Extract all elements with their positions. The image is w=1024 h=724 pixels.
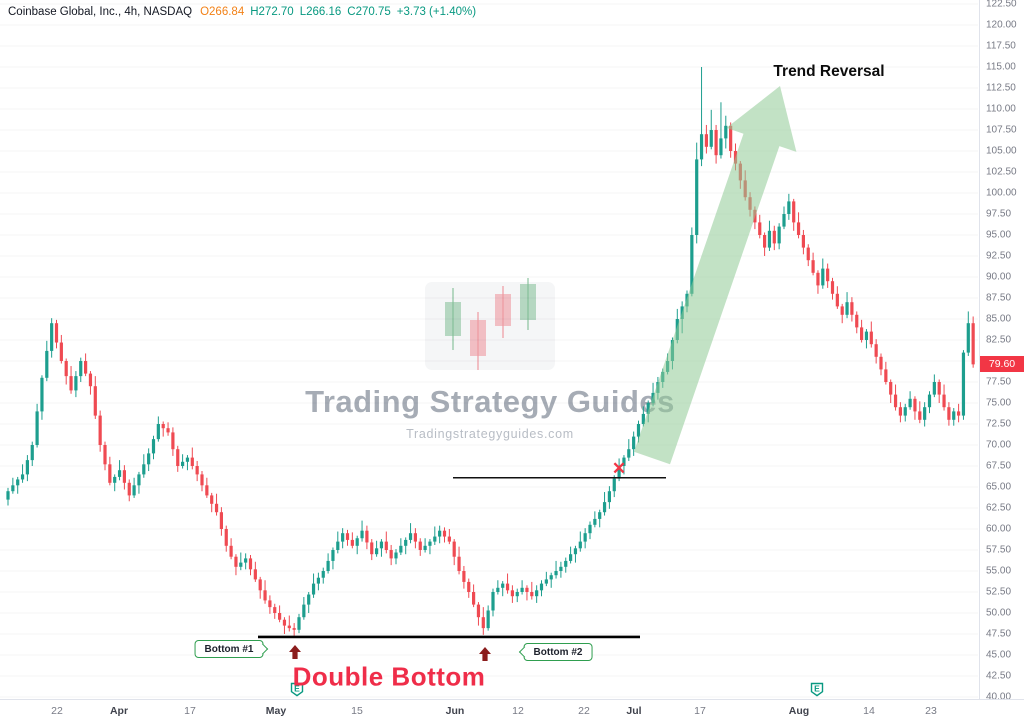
price-axis-label: 75.00 (986, 397, 1012, 409)
double-bottom-label[interactable]: Double Bottom (292, 661, 486, 692)
price-axis-label: 117.50 (986, 40, 1016, 52)
price-axis-label: 55.00 (986, 565, 1012, 577)
time-axis-label: Jun (445, 705, 465, 717)
price-axis-label: 105.00 (986, 145, 1017, 157)
callout-text: Bottom #2 (533, 646, 583, 658)
price-axis-label: 82.50 (986, 334, 1012, 346)
price-axis-label: 112.50 (986, 82, 1016, 94)
price-axis-label: 62.50 (986, 502, 1012, 514)
symbol-legend: Coinbase Global, Inc., 4h, NASDAQ O266.8… (8, 6, 476, 18)
callout-bottom-2[interactable]: Bottom #2 (518, 643, 593, 661)
price-axis-label: 102.50 (986, 166, 1017, 178)
price-axis-label: 70.00 (986, 439, 1012, 451)
ohlc-token: H272.70 (250, 6, 294, 18)
ohlc-token: +3.73 (+1.40%) (396, 6, 477, 18)
price-axis-label: 107.50 (986, 124, 1017, 136)
time-axis-label: 14 (863, 705, 875, 717)
ohlc-token: L266.16 (299, 6, 342, 18)
price-axis-label: 45.00 (986, 649, 1012, 661)
time-axis-label: 17 (184, 705, 196, 717)
price-axis-label: 95.00 (986, 229, 1012, 241)
svg-text:E: E (294, 684, 300, 694)
callout-text: Bottom #1 (204, 643, 254, 655)
price-axis-label: 65.00 (986, 481, 1012, 493)
symbol-title[interactable]: Coinbase Global, Inc., 4h, NASDAQ (8, 6, 193, 18)
callout-bottom-1[interactable]: Bottom #1 (194, 640, 269, 658)
price-axis-label: 67.50 (986, 460, 1012, 472)
bottom-arrow-marker-2[interactable] (479, 647, 491, 661)
price-axis-label: 57.50 (986, 544, 1012, 556)
price-axis-label: 90.00 (986, 271, 1012, 283)
ohlc-values: O266.84 H272.70 L266.16 C270.75 +3.73 (+1.40… (200, 6, 476, 18)
time-axis-label: 12 (512, 705, 524, 717)
trend-reversal-label[interactable]: Trend Reversal (773, 63, 885, 80)
bottom-arrow-marker-1[interactable] (289, 645, 301, 659)
price-axis-label: 52.50 (986, 586, 1012, 598)
price-axis-label: 77.50 (986, 376, 1012, 388)
time-axis-label: 22 (51, 705, 63, 717)
time-axis-label: Apr (109, 705, 129, 717)
price-axis-label: 122.50 (986, 0, 1017, 10)
time-axis[interactable]: 22 Apr 17 May 15 Jun 12 22 Jul 17 Aug 14 23 (0, 699, 1024, 724)
price-axis-label: 110.00 (986, 103, 1016, 115)
price-axis-label: 50.00 (986, 607, 1012, 619)
time-axis-label: 23 (925, 705, 937, 717)
price-axis-label: 47.50 (986, 628, 1012, 640)
ohlc-token: C270.75 (347, 6, 391, 18)
time-axis-label: Aug (788, 705, 810, 717)
price-axis[interactable]: 79.60 122.50 120.00 117.50 115.00 112.50 110.… (979, 0, 1024, 703)
price-axis-label: 92.50 (986, 250, 1012, 262)
svg-text:E: E (814, 684, 820, 694)
breakout-x-mark[interactable]: ✕ (611, 459, 627, 478)
time-axis-label: 17 (694, 705, 706, 717)
price-axis-label: 120.00 (986, 19, 1017, 31)
price-axis-label: 42.50 (986, 670, 1012, 682)
ohlc-token: O266.84 (200, 6, 245, 18)
price-axis-label: 40.00 (986, 691, 1012, 703)
price-axis-label: 100.00 (986, 187, 1017, 199)
time-axis-label: Jul (626, 705, 642, 717)
price-axis-label: 97.50 (986, 208, 1012, 220)
earnings-icon[interactable]: E (290, 682, 304, 697)
price-axis-label: 115.00 (986, 61, 1016, 73)
price-axis-label: 72.50 (986, 418, 1012, 430)
time-axis-label: 15 (351, 705, 363, 717)
time-axis-label: 22 (578, 705, 590, 717)
price-axis-label: 60.00 (986, 523, 1012, 535)
last-price-tag: 79.60 (980, 356, 1024, 373)
price-axis-label: 85.00 (986, 313, 1012, 325)
trend-arrow[interactable] (634, 86, 797, 465)
earnings-icon[interactable]: E (810, 682, 824, 697)
time-axis-label: May (265, 705, 287, 717)
price-axis-label: 87.50 (986, 292, 1012, 304)
gridlines (0, 3, 978, 698)
